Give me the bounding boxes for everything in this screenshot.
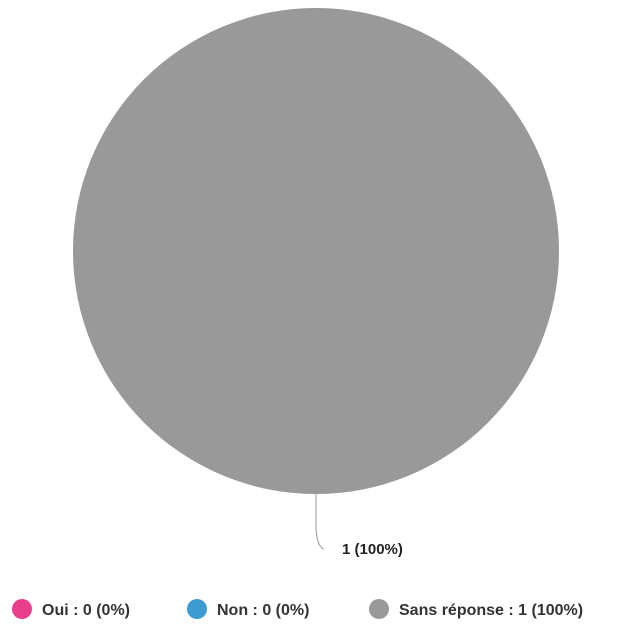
pie-data-labels: 1 (100%)	[315, 494, 403, 558]
chart-legend: Oui : 0 (0%) Non : 0 (0%) Sans réponse : 1…	[12, 599, 583, 619]
data-label-sans-r-ponse: 1 (100%)	[342, 541, 403, 558]
leader-line-sans-r-ponse	[315, 494, 325, 550]
legend-item-oui[interactable]: Oui : 0 (0%)	[12, 599, 130, 619]
legend-label-non: Non : 0 (0%)	[217, 602, 309, 619]
legend-item-non[interactable]: Non : 0 (0%)	[187, 599, 309, 619]
legend-label-oui: Oui : 0 (0%)	[42, 602, 130, 619]
pie-slice-sans-r-ponse	[73, 8, 559, 494]
legend-swatch-oui	[12, 599, 32, 619]
pie-slices	[73, 8, 559, 494]
legend-item-sans-r-ponse[interactable]: Sans réponse : 1 (100%)	[369, 599, 583, 619]
legend-label-sans-r-ponse: Sans réponse : 1 (100%)	[399, 602, 583, 619]
legend-swatch-non	[187, 599, 207, 619]
legend-swatch-sans-r-ponse	[369, 599, 389, 619]
